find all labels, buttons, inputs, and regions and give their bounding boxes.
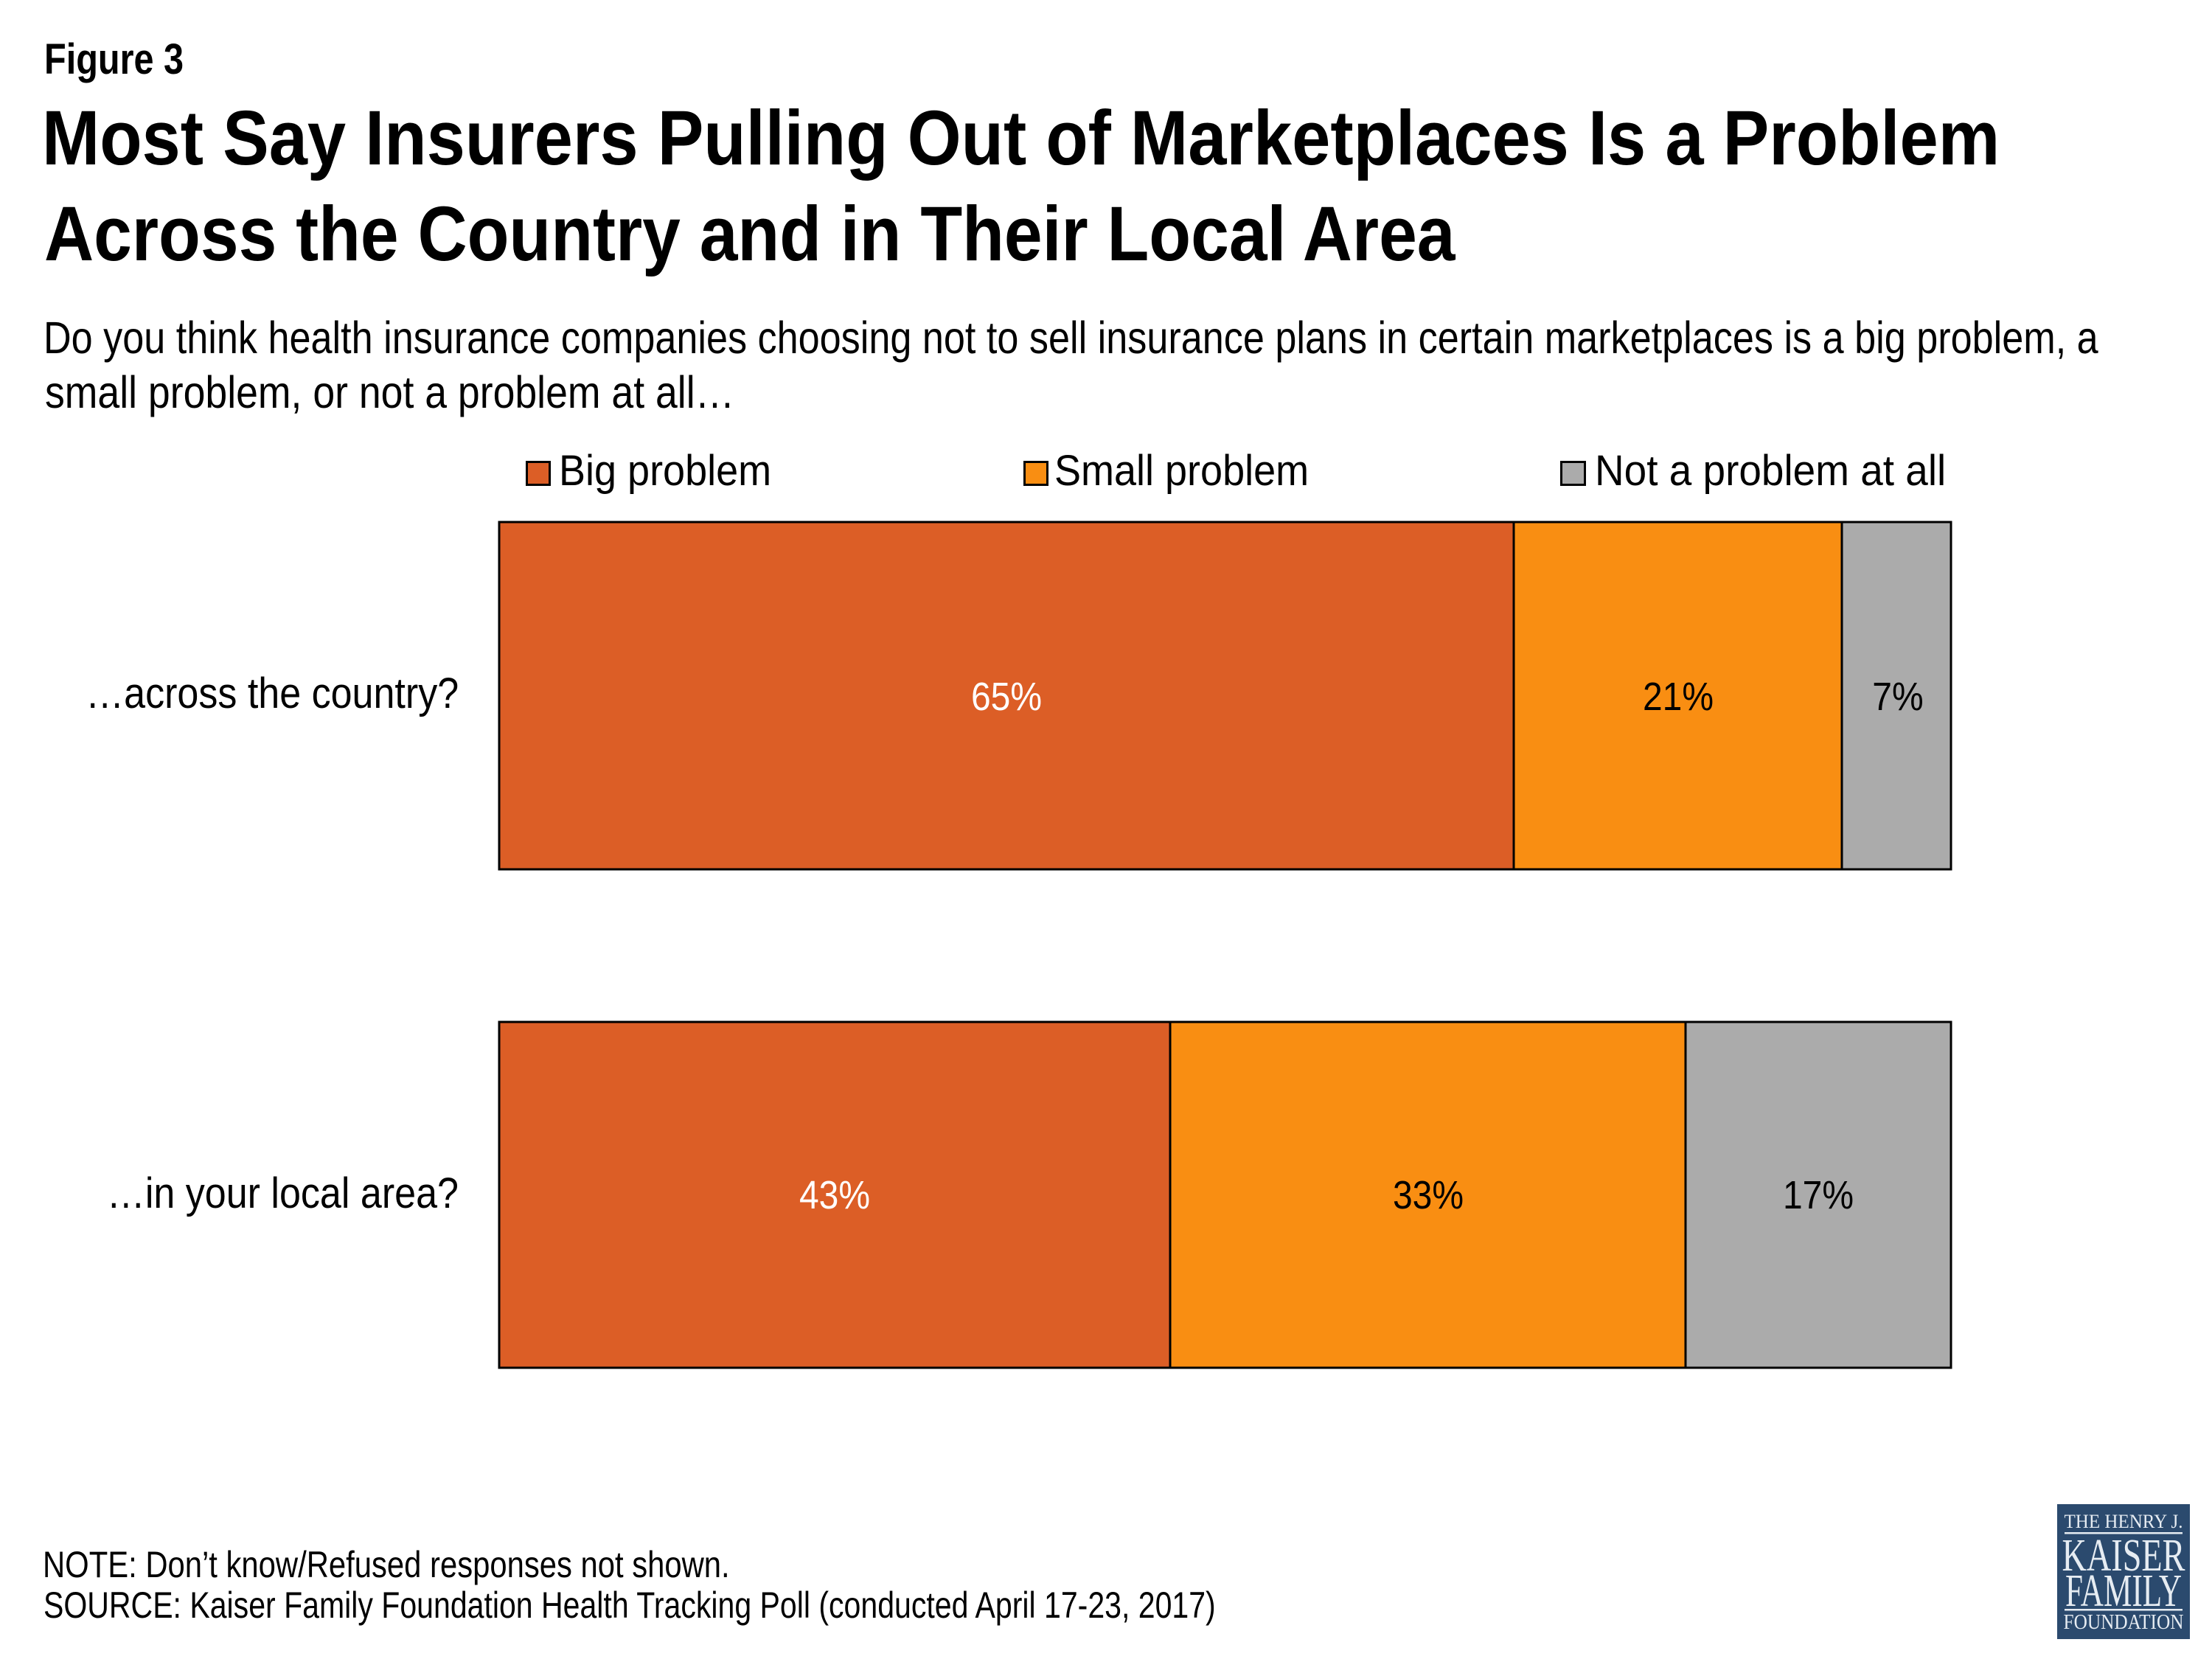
svg-text:KAISER: KAISER: [2062, 1531, 2185, 1581]
svg-text:THE HENRY J.: THE HENRY J.: [2065, 1511, 2183, 1532]
svg-text:FAMILY: FAMILY: [2065, 1566, 2182, 1616]
svg-text:FOUNDATION: FOUNDATION: [2064, 1610, 2184, 1634]
